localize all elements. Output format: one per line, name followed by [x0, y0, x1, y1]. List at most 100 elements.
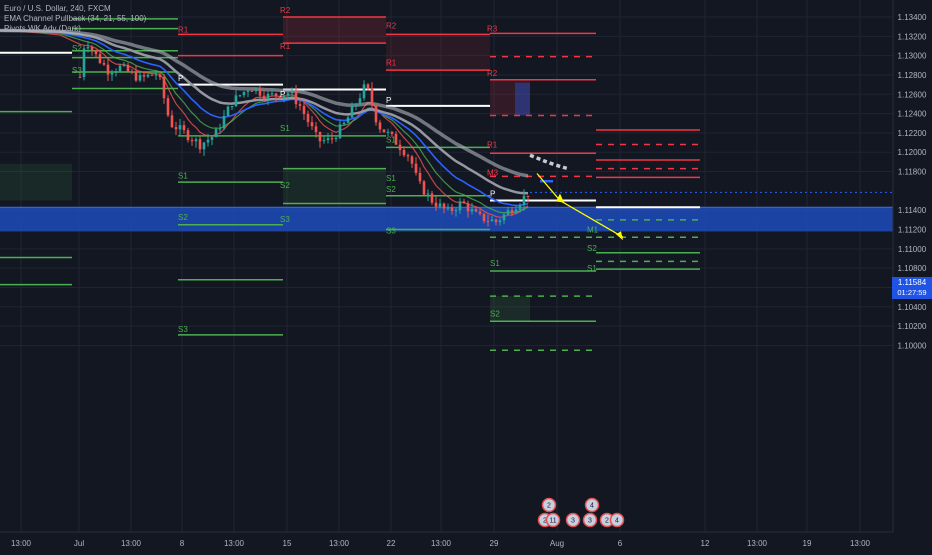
time-tick-label-3: 8 [180, 539, 185, 548]
price-tick-label-4: 1.12600 [898, 90, 927, 99]
candle-body [430, 193, 434, 203]
event-badges[interactable]: 2 42 11 3 3 2 4 [537, 497, 625, 528]
candle-body [238, 95, 242, 97]
candle-body [298, 104, 302, 106]
candle-body [514, 209, 518, 214]
candle-body [230, 106, 234, 108]
pivot-label-9: R3 [487, 24, 498, 33]
candle-body [366, 84, 370, 89]
pivot-label-29: S1 [587, 264, 597, 273]
candle-body [210, 137, 214, 140]
price-tick-label-11: 1.11000 [898, 245, 927, 254]
pivot-label-21: P [490, 190, 495, 199]
candle-body [518, 205, 522, 210]
pivot-label-27: S2 [587, 244, 597, 253]
pivot-labels: R2 R1 S2 R1 S3 P P S1 R2 R3 R1 P S1 R2 S1 S2 S2 S3 R1 S1 M3 P… [72, 6, 599, 334]
candle-body [258, 88, 262, 96]
event-badge-count-4: 3 [571, 518, 575, 525]
candle-body [442, 203, 446, 209]
candle-body [82, 48, 86, 77]
candle-body [234, 95, 238, 107]
price-tick-label-8: 1.11800 [898, 168, 927, 177]
pivot-label-13: R2 [487, 69, 498, 78]
event-badge-0 [541, 497, 557, 513]
candle-body [98, 54, 102, 64]
candle-body [386, 131, 390, 133]
time-tick-label-7: 22 [387, 539, 396, 548]
candle-body [354, 104, 358, 106]
candle-body [94, 50, 98, 55]
price-tick-label-10: 1.11200 [898, 226, 927, 235]
candle-body [458, 201, 462, 211]
pivot-label-28: S3 [178, 325, 188, 334]
candle-body [310, 122, 314, 127]
candle-body [334, 138, 338, 140]
candle-body [482, 213, 486, 222]
candle-body [390, 131, 394, 134]
candle-body [142, 75, 146, 77]
candle-body [322, 140, 326, 142]
event-badge-count-5: 3 [588, 518, 592, 525]
candle-body [162, 77, 166, 99]
price-axis-bg [893, 0, 932, 550]
indicator-ema-channel[interactable]: EMA Channel Pullback (34, 21, 55, 100) [4, 14, 147, 23]
candle-body [418, 172, 422, 182]
candle-body [406, 155, 410, 157]
candle-body [466, 203, 470, 212]
candle-body [450, 207, 454, 211]
candle-body [198, 139, 202, 150]
candle-body [338, 124, 342, 139]
price-tick-label-1: 1.13200 [898, 32, 927, 41]
candle-body [182, 125, 186, 131]
candle-body [294, 91, 298, 105]
candle-body [226, 106, 230, 116]
candle-body [266, 93, 270, 99]
support-zone-band [0, 207, 893, 232]
price-tick-label-15: 1.10200 [898, 322, 927, 331]
candle-body [158, 74, 162, 78]
price-tick-label-6: 1.12200 [898, 129, 927, 138]
candle-body [426, 193, 430, 195]
candle-body [330, 138, 334, 140]
candle-body [78, 76, 82, 78]
time-axis[interactable]: 13:00 Jul 13:00 8 13:00 15 13:00 22 13:00 29 Aug 6 1… [0, 531, 932, 550]
candle-body [146, 74, 150, 77]
indicator-pivots[interactable]: Pivots WK Adv (Dark) [4, 24, 81, 33]
event-badge-count-6: 2 [605, 518, 609, 525]
candle-body [358, 98, 362, 105]
event-badge-count-0: 2 [547, 503, 551, 510]
event-badge-count-1: 4 [590, 503, 594, 510]
time-tick-label-13: 13:00 [747, 539, 768, 548]
pivot-label-26: M1 [587, 225, 599, 234]
candle-body [306, 114, 310, 123]
pivot-label-25: S2 [490, 309, 500, 318]
price-tick-label-0: 1.13400 [898, 13, 927, 22]
candle-body [194, 139, 198, 142]
candle-body [506, 210, 510, 215]
price-axis[interactable]: 1.13400 1.13200 1.13000 1.12800 1.12600 1.124… [892, 0, 932, 550]
candle-body [262, 95, 266, 99]
candle-body [106, 64, 110, 75]
candle-body [438, 203, 442, 207]
time-tick-label-4: 13:00 [224, 539, 245, 548]
candle-body [110, 72, 114, 75]
candle-body [498, 220, 502, 223]
candle-body [350, 105, 354, 118]
candle-body [410, 156, 414, 164]
candle-body [222, 115, 226, 129]
candle-body [86, 47, 90, 49]
event-badge-4 [565, 512, 581, 528]
time-tick-label-8: 13:00 [431, 539, 452, 548]
candle-body [490, 219, 494, 222]
candle-body [302, 105, 306, 115]
time-tick-label-6: 13:00 [329, 539, 350, 548]
pivot-label-10: R1 [386, 58, 397, 67]
event-badge-count-7: 4 [615, 518, 619, 525]
price-tick-label-3: 1.12800 [898, 71, 927, 80]
candle-body [494, 219, 498, 223]
candle-body [478, 211, 482, 214]
pivot-label-3: R1 [280, 42, 291, 51]
symbol-title[interactable]: Euro / U.S. Dollar, 240, FXCM [4, 4, 111, 13]
